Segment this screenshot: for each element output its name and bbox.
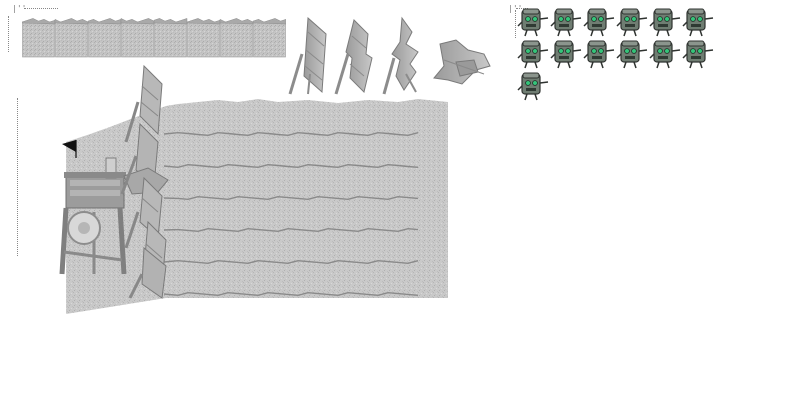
lane-trench-line bbox=[163, 227, 419, 233]
lane-trench-line bbox=[163, 195, 419, 201]
sheet-guide-line bbox=[515, 10, 516, 38]
terrain-tile bbox=[186, 18, 221, 58]
terrain-tile bbox=[22, 18, 56, 58]
zombie-sprite-frame bbox=[550, 8, 582, 37]
terrain-tile bbox=[54, 18, 89, 58]
barricade-frames bbox=[288, 16, 491, 95]
sheet-guide-line bbox=[24, 8, 58, 9]
barricade-frame-intact bbox=[288, 16, 327, 95]
terrain-tile bbox=[120, 17, 155, 58]
zombie-sprite-sheet bbox=[517, 8, 714, 101]
zombie-sprite-frame bbox=[583, 40, 615, 69]
zombie-sprite-frame bbox=[517, 40, 549, 69]
terrain-tile bbox=[219, 18, 254, 58]
lane-trench-line bbox=[163, 259, 419, 265]
zombie-sprite-frame bbox=[682, 40, 714, 69]
barricade-frame-broken bbox=[382, 16, 419, 95]
zombie-sprite-frame bbox=[583, 8, 615, 37]
zombie-sprite-frame bbox=[517, 72, 549, 101]
tiles-sheet-marker: |'' bbox=[12, 4, 27, 13]
zombie-sprite-frame bbox=[649, 8, 681, 37]
terrain-tile-strip bbox=[22, 17, 286, 58]
watchtower bbox=[59, 140, 127, 275]
flag-icon bbox=[62, 140, 76, 152]
zombie-sheet-marker: |'' bbox=[508, 4, 523, 13]
sheet-guide-line bbox=[516, 8, 528, 9]
lane-trench-line bbox=[163, 131, 419, 137]
zombie-sprite-frame bbox=[616, 40, 648, 69]
barricade-frame-damaged bbox=[334, 19, 373, 95]
terrain-tile bbox=[153, 18, 188, 58]
zombie-sprite-frame bbox=[550, 40, 582, 69]
zombie-sprite-frame bbox=[517, 8, 549, 37]
barricade-wall bbox=[120, 64, 169, 299]
zombie-sprite-frame bbox=[649, 40, 681, 69]
zombie-sprite-frame bbox=[616, 8, 648, 37]
lane-group bbox=[163, 131, 419, 297]
barricade-frame-destroyed bbox=[433, 39, 491, 85]
lane-trench-line bbox=[163, 291, 419, 297]
lane-trench-line bbox=[163, 163, 419, 169]
sheet-guide-line bbox=[8, 16, 9, 52]
sheet-guide-line bbox=[17, 98, 18, 256]
zombie-sprite-frame bbox=[682, 8, 714, 37]
battlefield-map bbox=[59, 64, 448, 314]
terrain-tile bbox=[252, 18, 286, 58]
terrain-tile bbox=[87, 18, 122, 58]
